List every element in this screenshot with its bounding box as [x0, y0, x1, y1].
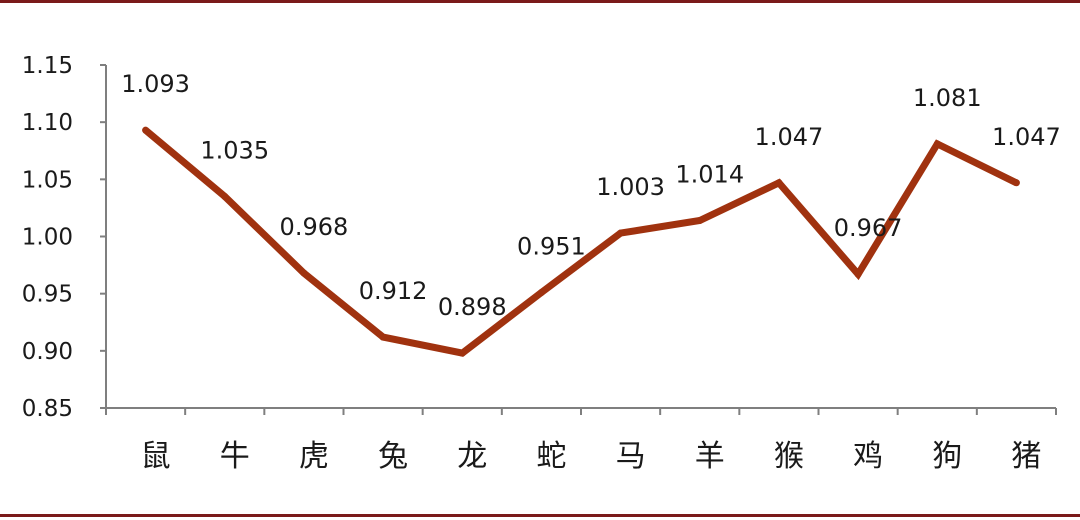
- x-tick-label: 鸡: [853, 439, 883, 474]
- y-tick-label: 0.95: [22, 282, 73, 308]
- data-label: 1.047: [755, 123, 824, 151]
- data-label: 1.003: [596, 173, 665, 201]
- x-tick-label: 蛇: [536, 439, 566, 474]
- y-tick-label: 1.00: [22, 225, 73, 251]
- y-tick-label: 1.10: [22, 110, 73, 136]
- data-point: [854, 270, 862, 278]
- data-label: 1.035: [200, 136, 269, 164]
- x-tick-label: 猪: [1011, 439, 1041, 474]
- x-tick-label: 虎: [299, 439, 329, 474]
- top-border: [0, 0, 1080, 3]
- data-label: 1.014: [675, 160, 744, 188]
- x-tick-label: 羊: [695, 439, 725, 474]
- x-tick-label: 猴: [774, 439, 804, 474]
- series-line: [143, 127, 1018, 357]
- y-tick-label: 0.85: [22, 396, 73, 422]
- data-point: [1012, 179, 1020, 187]
- data-point: [300, 269, 308, 277]
- x-tick-label: 鼠: [141, 439, 171, 474]
- data-label: 0.912: [359, 277, 428, 305]
- x-tick-label: 狗: [932, 439, 962, 474]
- series: [142, 126, 1020, 357]
- data-label: 0.967: [834, 214, 903, 242]
- data-point: [933, 140, 941, 148]
- data-point: [142, 126, 150, 134]
- data-label: 0.968: [280, 213, 349, 241]
- y-tick-label: 1.15: [22, 53, 73, 79]
- x-tick-label: 牛: [220, 439, 250, 474]
- data-label: 1.093: [121, 70, 190, 98]
- data-label: 1.081: [913, 84, 982, 112]
- data-point: [537, 289, 545, 297]
- y-axis-ticks: 0.85 0.90 0.95 1.00 1.05 1.10 1.15: [22, 53, 106, 422]
- data-point: [379, 333, 387, 341]
- y-tick-label: 1.05: [22, 167, 73, 193]
- data-label: 1.047: [992, 123, 1061, 151]
- data-labels: 1.093 1.035 0.968 0.912 0.898 0.951 1.003 1.014…: [121, 70, 1061, 321]
- x-tick-label: 龙: [457, 439, 487, 474]
- y-tick-label: 0.90: [22, 339, 73, 365]
- data-point: [458, 349, 466, 357]
- x-tick-label: 马: [616, 439, 646, 474]
- data-point: [696, 216, 704, 224]
- data-point: [617, 229, 625, 237]
- data-point: [775, 179, 783, 187]
- x-axis-ticks: 鼠牛虎兔龙蛇马羊猴鸡狗猪: [105, 408, 1057, 474]
- data-point: [221, 192, 229, 200]
- bottom-border: [0, 514, 1080, 517]
- x-tick-label: 兔: [378, 439, 408, 474]
- data-label: 0.898: [438, 293, 507, 321]
- data-label: 0.951: [517, 233, 586, 261]
